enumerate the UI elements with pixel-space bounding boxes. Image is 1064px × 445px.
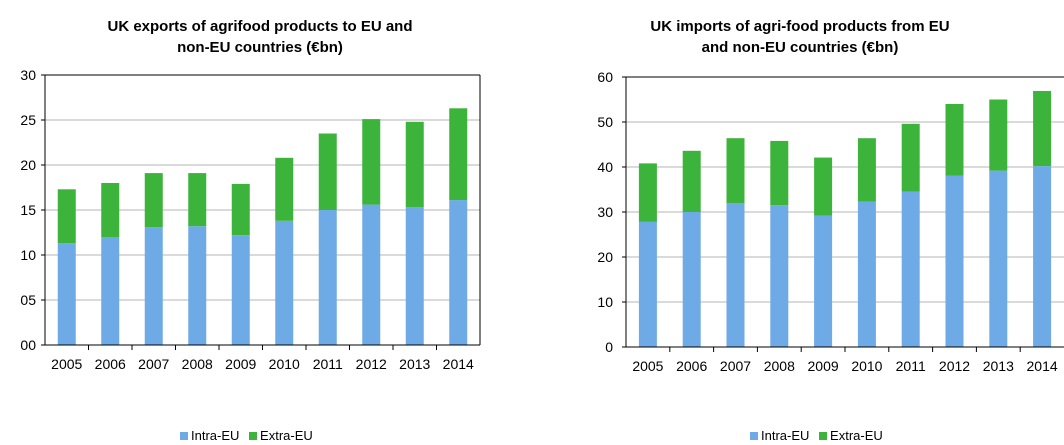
legend-label-extra-eu: Extra-EU [830, 428, 883, 443]
bar-intra-eu [945, 175, 964, 347]
legend-swatch-intra-eu [180, 432, 188, 440]
chart-title-line-1: UK imports of agri-food products from EU [650, 18, 950, 35]
x-tick-label: 2006 [95, 356, 126, 372]
x-tick-label: 2012 [356, 356, 387, 372]
y-tick-label: 05 [20, 292, 36, 308]
bar-intra-eu [857, 201, 876, 347]
imports-chart-panel: UK imports of agri-food products from EU… [540, 0, 1064, 445]
x-tick-label: 2010 [851, 358, 882, 374]
y-tick-label: 10 [20, 247, 36, 263]
bar-extra-eu [1033, 90, 1052, 167]
bar-extra-eu [275, 157, 294, 221]
y-tick-label: 60 [597, 69, 613, 85]
x-tick-label: 2011 [896, 358, 926, 374]
x-tick-label: 2007 [720, 358, 751, 374]
bar-extra-eu [857, 138, 876, 202]
x-tick-label: 2006 [676, 358, 707, 374]
bar-intra-eu [101, 237, 120, 345]
x-tick-label: 2008 [764, 358, 795, 374]
legend-swatch-intra-eu [750, 432, 758, 440]
bar-extra-eu [144, 173, 163, 228]
x-tick-label: 2011 [313, 356, 343, 372]
bar-extra-eu [770, 140, 789, 206]
bar-extra-eu [318, 133, 337, 210]
x-tick-label: 2008 [182, 356, 213, 372]
bar-intra-eu [901, 191, 920, 347]
legend-item-intra-eu: Intra-EU [750, 428, 809, 444]
bar-intra-eu [405, 207, 424, 345]
bar-intra-eu [814, 215, 833, 347]
x-tick-label: 2010 [269, 356, 300, 372]
bar-extra-eu [726, 138, 745, 203]
bar-extra-eu [901, 123, 920, 192]
legend-label-intra-eu: Intra-EU [191, 428, 240, 443]
bar-intra-eu [231, 235, 250, 345]
y-tick-label: 20 [20, 157, 36, 173]
bar-intra-eu [682, 212, 701, 347]
legend-swatch-extra-eu [819, 432, 828, 440]
y-tick-label: 00 [20, 337, 36, 353]
x-tick-label: 2012 [939, 358, 970, 374]
legend-swatch-extra-eu [249, 432, 258, 440]
bar-extra-eu [989, 99, 1008, 171]
bar-intra-eu [1033, 166, 1052, 347]
bar-intra-eu [770, 205, 789, 347]
bar-intra-eu [726, 203, 745, 347]
bar-extra-eu [682, 150, 701, 212]
x-tick-label: 2013 [399, 356, 430, 372]
chart-title-line-1: UK exports of agrifood products to EU an… [107, 18, 413, 35]
bar-intra-eu [638, 221, 657, 347]
legend-item-intra-eu: Intra-EU [180, 428, 239, 444]
x-tick-label: 2007 [138, 356, 169, 372]
y-tick-label: 30 [20, 67, 36, 83]
y-tick-label: 0 [605, 339, 613, 355]
bar-intra-eu [449, 200, 468, 345]
bar-intra-eu [318, 210, 337, 345]
chart-title-line-2: non-EU countries (€bn) [177, 39, 343, 56]
bar-extra-eu [405, 121, 424, 208]
x-tick-label: 2009 [225, 356, 256, 372]
bar-extra-eu [188, 173, 207, 227]
y-tick-label: 30 [597, 204, 613, 220]
bar-extra-eu [57, 189, 76, 244]
legend-item-extra-eu: Extra-EU [249, 428, 313, 444]
bar-extra-eu [945, 104, 964, 176]
chart-title: UK imports of agri-food products from EU… [590, 16, 1010, 58]
bar-intra-eu [362, 204, 381, 345]
y-tick-label: 15 [20, 202, 36, 218]
y-tick-label: 10 [597, 294, 613, 310]
x-tick-label: 2009 [808, 358, 839, 374]
bar-intra-eu [57, 243, 76, 345]
bar-extra-eu [231, 183, 250, 236]
x-tick-label: 2013 [983, 358, 1014, 374]
chart-legend: Intra-EU Extra-EU [750, 428, 889, 444]
x-tick-label: 2005 [51, 356, 82, 372]
y-tick-label: 50 [597, 114, 613, 130]
legend-label-intra-eu: Intra-EU [761, 428, 810, 443]
y-tick-label: 20 [597, 249, 613, 265]
bar-extra-eu [638, 163, 657, 222]
chart-title: UK exports of agrifood products to EU an… [20, 16, 500, 58]
bar-intra-eu [989, 170, 1008, 347]
chart-legend: Intra-EU Extra-EU [180, 428, 319, 444]
legend-item-extra-eu: Extra-EU [819, 428, 883, 444]
bar-intra-eu [144, 227, 163, 345]
bar-extra-eu [449, 108, 468, 201]
bar-extra-eu [101, 183, 120, 237]
x-tick-label: 2014 [1027, 358, 1058, 374]
x-tick-label: 2005 [632, 358, 663, 374]
exports-chart-panel: UK exports of agrifood products to EU an… [0, 0, 520, 445]
bar-extra-eu [814, 157, 833, 216]
exports-bar-chart: 00 05 10 15 20 25 30 2005 2006 2007 2008 2009 2010 20… [20, 67, 481, 372]
imports-bar-chart: 0 10 20 30 40 50 60 2005 2006 2007 2008 2009 2010 201… [597, 69, 1064, 374]
y-tick-label: 25 [20, 112, 36, 128]
bar-intra-eu [188, 226, 207, 345]
bar-extra-eu [362, 119, 381, 205]
chart-title-line-2: and non-EU countries (€bn) [701, 39, 899, 56]
y-tick-label: 40 [597, 159, 613, 175]
bar-intra-eu [275, 220, 294, 345]
legend-label-extra-eu: Extra-EU [260, 428, 313, 443]
x-tick-label: 2014 [443, 356, 474, 372]
